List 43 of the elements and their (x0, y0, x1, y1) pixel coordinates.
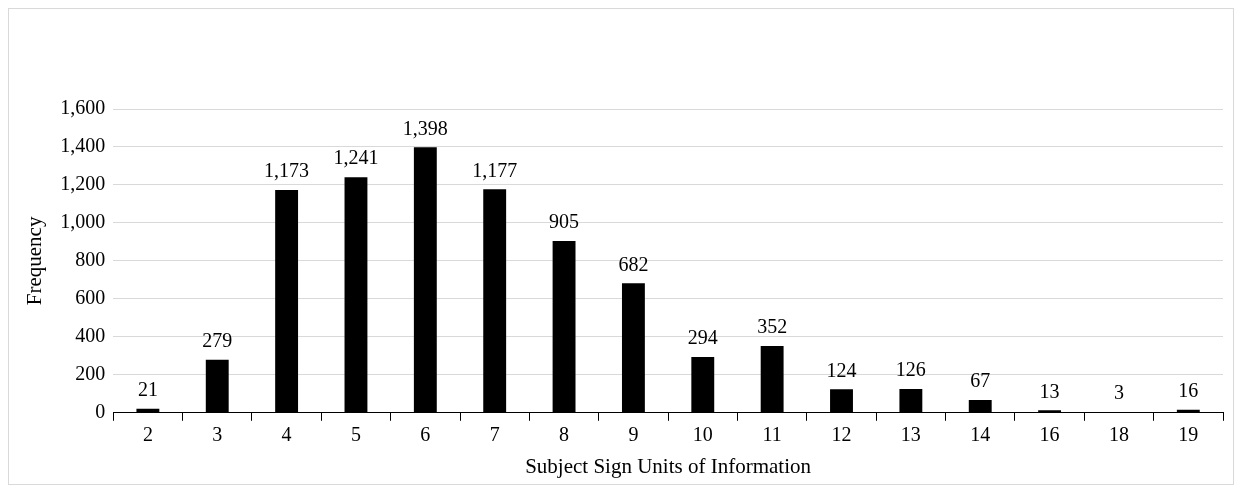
y-tick-label: 1,200 (60, 172, 106, 195)
data-label: 1,177 (472, 158, 518, 181)
x-tick-label: 6 (420, 423, 431, 446)
y-tick-label: 0 (95, 400, 106, 423)
data-label: 279 (202, 329, 233, 352)
x-tick-label: 7 (489, 423, 500, 446)
y-tick-label: 1,000 (60, 210, 106, 233)
data-label: 1,173 (264, 159, 310, 182)
y-tick-label: 200 (75, 362, 106, 385)
data-label: 16 (1178, 379, 1199, 402)
data-label: 682 (618, 252, 649, 275)
x-tick-label: 19 (1178, 423, 1199, 446)
y-axis-title: Frequency (22, 216, 47, 306)
data-label: 1,398 (402, 116, 448, 139)
x-tick-label: 13 (900, 423, 921, 446)
x-tick-label: 5 (350, 423, 361, 446)
x-tick-label: 14 (970, 423, 991, 446)
x-tick-label: 16 (1039, 423, 1060, 446)
x-tick-label: 18 (1108, 423, 1129, 446)
y-tick-label: 1,600 (60, 96, 106, 119)
x-tick-label: 12 (831, 423, 852, 446)
x-tick-label: 11 (762, 423, 782, 446)
data-label: 1,241 (333, 146, 379, 169)
data-label: 21 (137, 378, 158, 401)
data-label: 126 (895, 358, 926, 381)
data-label: 905 (549, 210, 580, 233)
x-tick-label: 2 (142, 423, 153, 446)
data-label: 294 (687, 326, 718, 349)
data-label: 124 (826, 358, 857, 381)
x-tick-label: 8 (559, 423, 570, 446)
y-tick-label: 400 (75, 324, 106, 347)
data-label: 352 (757, 315, 788, 338)
y-tick-label: 600 (75, 286, 106, 309)
data-label: 13 (1039, 379, 1060, 402)
x-tick-label: 4 (281, 423, 292, 446)
x-tick-label: 10 (692, 423, 713, 446)
x-tick-label: 9 (628, 423, 639, 446)
x-tick-label: 3 (212, 423, 223, 446)
y-tick-label: 800 (75, 248, 106, 271)
data-label: 67 (970, 369, 991, 392)
x-axis-title: Subject Sign Units of Information (525, 453, 812, 478)
y-tick-label: 1,400 (60, 134, 106, 157)
data-label: 3 (1113, 381, 1124, 404)
